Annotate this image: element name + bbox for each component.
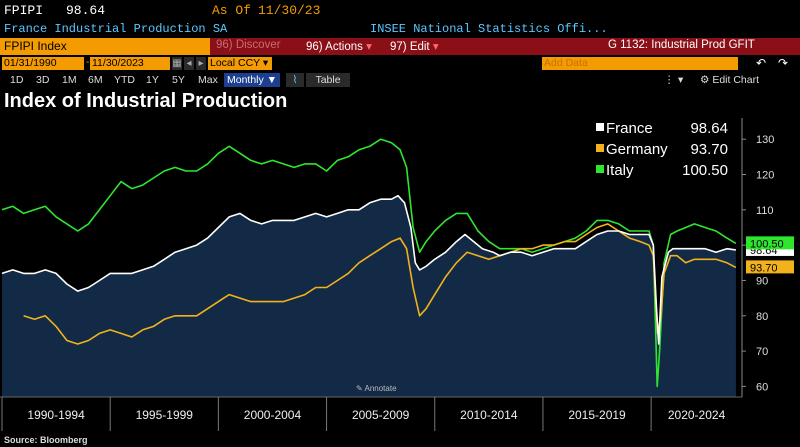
edit-caret-icon: ▾	[429, 41, 439, 53]
edit-label: 97) Edit	[390, 41, 430, 53]
x-tick-label-3: 2005-2009	[352, 408, 410, 422]
end-date-field[interactable]: 11/30/2023	[90, 57, 170, 70]
legend-value-france: 98.64	[690, 120, 728, 137]
next-range-icon[interactable]: ▸	[196, 57, 206, 70]
security-name: France Industrial Production SA	[4, 22, 228, 36]
currency-label: Local CCY	[210, 57, 260, 69]
period-1m[interactable]: 1M	[62, 74, 77, 86]
more-options-icon[interactable]: ⋮	[664, 74, 675, 86]
y-tick-label-60: 60	[756, 381, 768, 393]
series-line-germany	[23, 223, 737, 345]
legend-value-italy: 100.50	[682, 162, 728, 179]
series-line-italy	[1, 138, 737, 388]
legend-value-germany: 93.70	[690, 141, 728, 158]
undo-icon[interactable]: ↶	[756, 56, 767, 70]
period-bar: 1D 3D 1M 6M YTD 1Y 5Y Max Monthly ▼ ⌇ Ta…	[0, 72, 800, 88]
source-note: Source: Bloomberg	[4, 435, 88, 445]
end-label-france: 98.64	[750, 245, 778, 257]
legend-swatch-france	[596, 123, 604, 131]
period-1d[interactable]: 1D	[10, 74, 24, 86]
y-tick-label-90: 90	[756, 275, 768, 287]
edit-menu[interactable]: 97) Edit ▾	[390, 39, 439, 53]
y-tick-label-120: 120	[756, 170, 774, 182]
x-tick-label-6: 2020-2024	[668, 408, 726, 422]
date-range-bar: 01/31/1990 - 11/30/2023 ▦ ◂ ▸ Local CCY …	[0, 56, 800, 71]
period-1y[interactable]: 1Y	[146, 74, 159, 86]
source-name: INSEE National Statistics Offi...	[370, 22, 608, 36]
x-tick-label-5: 2015-2019	[568, 408, 626, 422]
end-label-germany: 93.70	[750, 262, 778, 274]
end-label-box-italy	[746, 236, 794, 250]
dropdown-icon[interactable]: ▾	[678, 74, 684, 86]
period-3d[interactable]: 3D	[36, 74, 50, 86]
start-date-field[interactable]: 01/31/1990	[2, 57, 84, 70]
edit-chart-label: Edit Chart	[712, 74, 760, 86]
legend-swatch-italy	[596, 165, 604, 173]
series-area-france	[2, 195, 736, 397]
y-tick-label-130: 130	[756, 134, 774, 146]
last-price: 98.64	[66, 3, 106, 18]
period-6m[interactable]: 6M	[88, 74, 103, 86]
discover-button[interactable]: 96) Discover	[216, 39, 281, 51]
calendar-icon[interactable]: ▦	[172, 57, 182, 70]
end-label-italy: 100.50	[750, 238, 784, 250]
x-tick-label-1: 1995-1999	[136, 408, 194, 422]
frequency-select[interactable]: Monthly ▼	[224, 73, 281, 87]
as-of-label: As Of	[212, 3, 252, 18]
period-max[interactable]: Max	[198, 74, 218, 86]
page-title: G 1132: Industrial Prod GFIT	[608, 39, 755, 51]
command-bar: FPIPI Index 96) Discover 96) Actions ▾ 9…	[0, 38, 800, 55]
period-ytd[interactable]: YTD	[114, 74, 135, 86]
chart-title: Index of Industrial Production	[4, 90, 288, 112]
legend-name-france: France	[606, 120, 653, 137]
x-tick-label-2: 2000-2004	[244, 408, 302, 422]
actions-caret-icon: ▾	[362, 41, 372, 53]
actions-label: 96) Actions	[306, 41, 363, 53]
table-button[interactable]: Table	[306, 73, 350, 87]
end-label-box-germany	[746, 260, 794, 274]
add-data-input[interactable]: Add Data	[542, 57, 738, 70]
settings-icon: ⚙	[700, 74, 713, 86]
frequency-label: Monthly	[227, 74, 264, 86]
period-5y[interactable]: 5Y	[172, 74, 185, 86]
command-input[interactable]: FPIPI Index	[0, 38, 210, 55]
y-tick-label-80: 80	[756, 311, 768, 323]
line-chart: 6070809010011012013098.6493.70100.501990…	[0, 118, 794, 431]
currency-select[interactable]: Local CCY ▾	[208, 57, 272, 70]
legend-name-italy: Italy	[606, 162, 634, 179]
security-info-bar: France Industrial Production SA INSEE Na…	[0, 21, 800, 38]
actions-menu[interactable]: 96) Actions ▾	[306, 39, 372, 53]
ticker-symbol[interactable]: FPIPI	[4, 3, 44, 18]
redo-icon[interactable]: ↷	[778, 56, 789, 70]
line-chart-icon[interactable]: ⌇	[286, 73, 304, 87]
y-tick-label-70: 70	[756, 346, 768, 358]
x-tick-label-0: 1990-1994	[27, 408, 85, 422]
as-of-date[interactable]: 11/30/23	[258, 3, 321, 18]
legend-swatch-germany	[596, 144, 604, 152]
ticker-bar: FPIPI 98.64 As Of 11/30/23	[0, 0, 800, 21]
series-line-france	[1, 194, 737, 345]
edit-chart-button[interactable]: ⚙ Edit Chart	[700, 74, 759, 86]
annotate-label: ✎ Annotate	[356, 384, 397, 393]
date-range-dash: -	[86, 57, 90, 68]
y-tick-label-110: 110	[756, 205, 774, 217]
legend-name-germany: Germany	[606, 141, 668, 158]
x-tick-label-4: 2010-2014	[460, 408, 518, 422]
prev-range-icon[interactable]: ◂	[184, 57, 194, 70]
